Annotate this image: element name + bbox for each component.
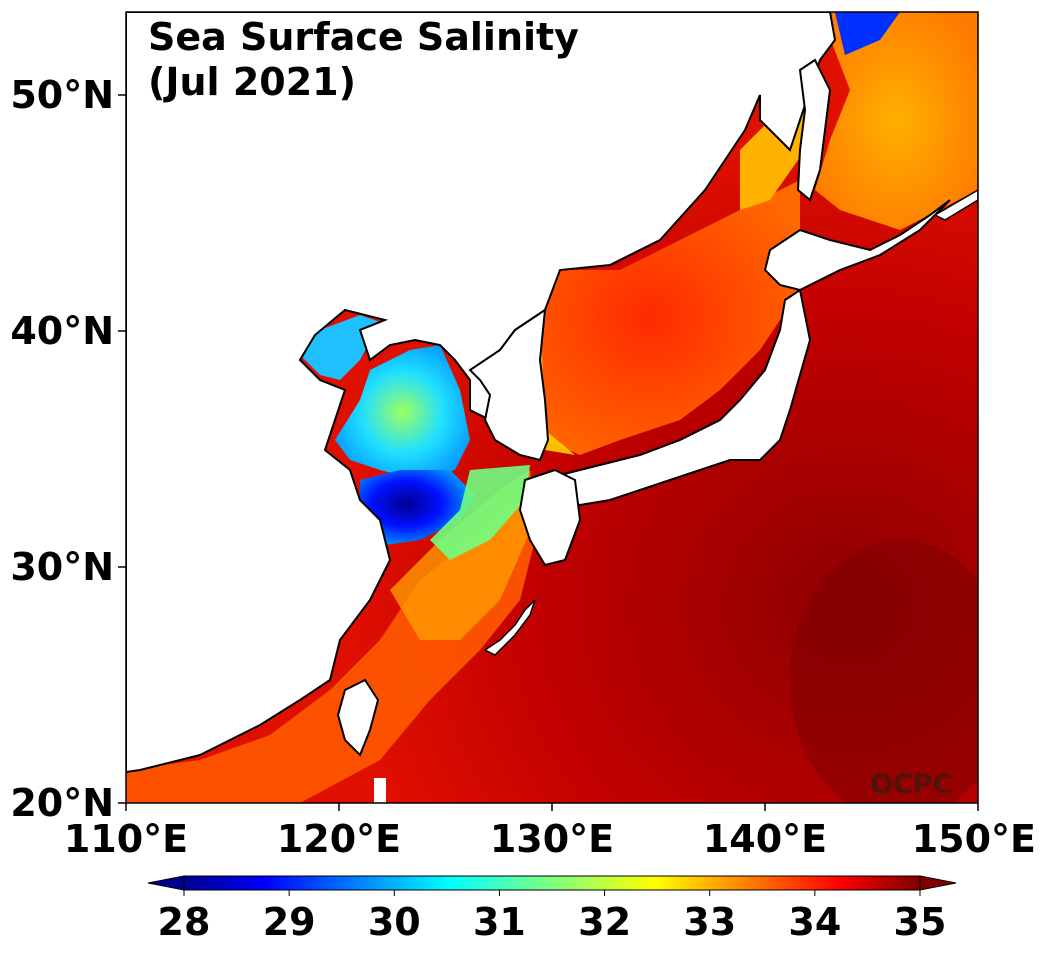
kuroshio-high-salinity — [790, 540, 978, 803]
colorbar-tick-label: 28 — [158, 900, 211, 944]
east-china-plume-green — [430, 465, 530, 560]
korean-peninsula — [468, 307, 550, 462]
credit-watermark: OCPC — [870, 769, 952, 800]
lon-label-150: 150°E — [912, 817, 1036, 861]
colorbar-tick-label: 30 — [368, 900, 421, 944]
yellow-sea-salinity — [335, 345, 470, 480]
longitude-axis: 110°E 120°E 130°E 140°E 150°E — [64, 803, 1036, 861]
map-panel — [126, 12, 978, 803]
lat-label-30: 30°N — [10, 545, 114, 589]
hainan-edge — [374, 778, 386, 803]
sea-of-japan-salinity — [500, 180, 800, 455]
japan-honshu — [559, 288, 812, 507]
lon-label-110: 110°E — [64, 817, 188, 861]
ryukyu-islands — [483, 599, 536, 656]
colorbar-gradient — [183, 875, 921, 891]
latitude-axis: 50°N 40°N 30°N 20°N — [10, 73, 126, 825]
taiwan-island — [336, 678, 380, 757]
kamchatka-coast — [933, 189, 978, 221]
map-title-line2: (Jul 2021) — [148, 60, 356, 104]
colorbar-tick-label: 32 — [578, 900, 631, 944]
okhotsk-fresh-patch — [835, 12, 900, 55]
colorbar-tick-label: 31 — [473, 900, 526, 944]
japan-kyushu — [518, 468, 582, 567]
lat-label-20: 20°N — [10, 781, 114, 825]
asian-mainland — [126, 12, 837, 774]
map-title-line1: Sea Surface Salinity — [148, 15, 579, 59]
lon-label-140: 140°E — [703, 817, 827, 861]
colorbar-min-extend — [147, 875, 185, 891]
colorbar-tick-label: 33 — [683, 900, 736, 944]
lon-label-120: 120°E — [277, 817, 401, 861]
okhotsk-sea-salinity — [815, 12, 978, 230]
colorbar: 28 29 30 31 32 33 34 35 — [147, 875, 957, 944]
sakhalin-island — [796, 58, 832, 202]
colorbar-tick-label: 29 — [263, 900, 316, 944]
lat-label-40: 40°N — [10, 309, 114, 353]
colorbar-tick-label: 35 — [894, 900, 947, 944]
colorbar-max-extend — [919, 875, 957, 891]
colorbar-tick-label: 34 — [788, 900, 841, 944]
lon-label-130: 130°E — [490, 817, 614, 861]
lat-label-50: 50°N — [10, 73, 114, 117]
